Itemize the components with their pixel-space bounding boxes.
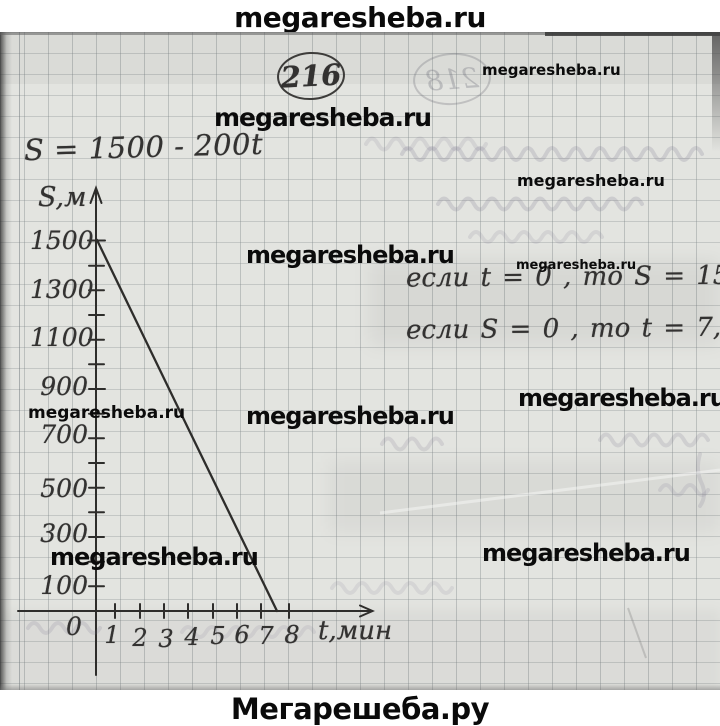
watermark: megaresheba.ru	[517, 171, 665, 190]
watermark: megaresheba.ru	[482, 61, 621, 79]
x-tick-label: 5	[210, 622, 226, 650]
graph-canvas	[17, 136, 720, 676]
formula: S = 1500 - 200t	[23, 126, 264, 168]
y-tick-label: 900	[40, 372, 88, 401]
watermark: megaresheba.ru	[518, 384, 720, 412]
header-band	[0, 0, 720, 32]
x-tick-label: 3	[158, 625, 174, 653]
footer-band	[0, 690, 720, 725]
watermark: megaresheba.ru	[482, 539, 691, 567]
x-tick-label: 2	[132, 624, 148, 652]
y-tick-label: 100	[40, 571, 88, 600]
footer-brand: Мегарешеба.ру	[230, 692, 490, 726]
watermark: megaresheba.ru	[516, 258, 637, 273]
y-tick-label: 300	[40, 519, 88, 548]
watermark: megaresheba.ru	[50, 543, 259, 571]
watermark: megaresheba.ru	[246, 241, 455, 269]
y-tick-label: 700	[40, 420, 88, 449]
header-watermark: megaresheba.ru	[234, 1, 486, 34]
watermark: megaresheba.ru	[246, 402, 455, 430]
x-axis-label: t,мин	[318, 616, 393, 646]
note-line-2: если S = 0 , то t = 7,5	[405, 312, 720, 346]
y-axis-label: S,м	[38, 182, 87, 213]
x-tick-label: 6	[234, 621, 250, 649]
y-tick-label: 1300	[30, 275, 94, 304]
y-tick-label: 1500	[30, 226, 94, 255]
bleed-number: 218	[424, 60, 480, 98]
y-tick-label: 1100	[30, 323, 94, 352]
x-tick-label: 8	[284, 621, 300, 649]
y-tick-label: 500	[40, 474, 88, 503]
problem-number: 216	[279, 57, 343, 95]
origin-label: 0	[66, 612, 82, 641]
scan-page: 216 218 S = 1500 - 200t S,м t,мин 0 1500…	[0, 32, 720, 690]
x-tick-label: 7	[258, 622, 274, 650]
x-tick-label: 1	[104, 621, 120, 649]
watermark: megaresheba.ru	[28, 403, 186, 423]
watermark: megaresheba.ru	[214, 103, 432, 132]
x-tick-label: 4	[184, 623, 200, 651]
